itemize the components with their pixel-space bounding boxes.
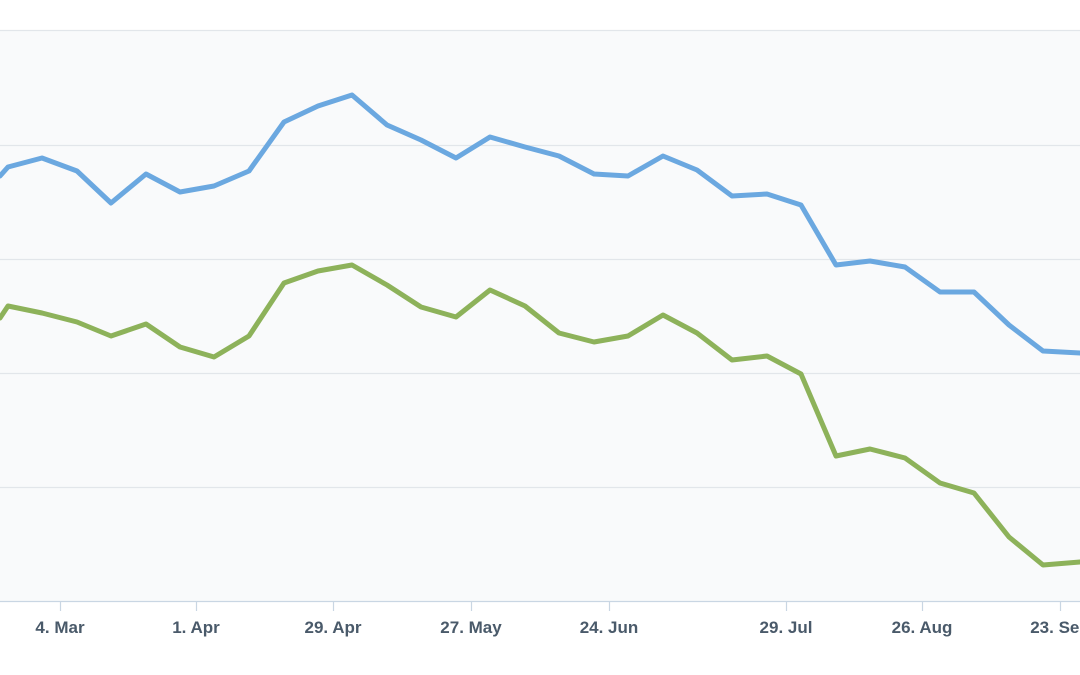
x-axis (59, 601, 1062, 611)
x-tick-label: 26. Aug (892, 618, 953, 637)
x-tick-label: 29. Apr (304, 618, 361, 637)
x-tick-labels: 4. Mar 1. Apr 29. Apr 27. May 24. Jun 29. Jul… (35, 618, 1080, 637)
series-group (0, 92, 1080, 568)
gridlines (0, 29, 1080, 603)
x-tick-label: 24. Jun (580, 618, 639, 637)
x-tick-label: 29. Jul (760, 618, 813, 637)
x-tick-label: 1. Apr (172, 618, 220, 637)
x-tick-label: 4. Mar (35, 618, 85, 637)
x-tick-label: 27. May (440, 618, 502, 637)
series-line-1 (0, 92, 1080, 356)
series-line-2 (0, 262, 1080, 568)
x-tick-label: 23. Sep (1030, 618, 1080, 637)
